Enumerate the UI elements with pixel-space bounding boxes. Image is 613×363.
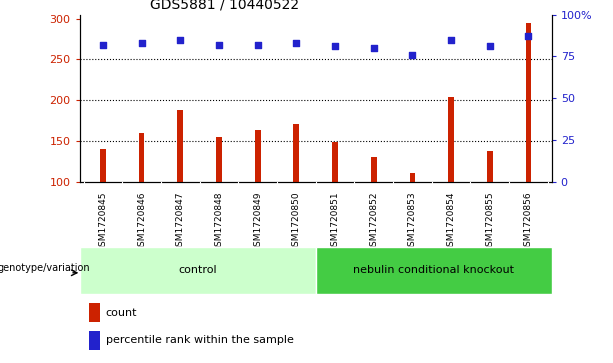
Point — [214, 42, 224, 48]
Text: control: control — [178, 265, 217, 276]
Bar — [371, 157, 376, 182]
Text: GSM1720856: GSM1720856 — [524, 191, 533, 252]
Point — [291, 40, 301, 46]
Text: GSM1720851: GSM1720851 — [330, 191, 340, 252]
Bar — [294, 125, 299, 182]
Bar — [139, 132, 145, 182]
Bar — [332, 142, 338, 182]
Text: count: count — [105, 307, 137, 318]
Text: GDS5881 / 10440522: GDS5881 / 10440522 — [151, 0, 300, 12]
Bar — [525, 23, 531, 182]
Point — [98, 42, 108, 48]
Bar — [487, 151, 493, 182]
Text: GSM1720847: GSM1720847 — [176, 191, 185, 252]
Text: GSM1720848: GSM1720848 — [215, 191, 224, 252]
Text: percentile rank within the sample: percentile rank within the sample — [105, 335, 294, 345]
Text: GSM1720849: GSM1720849 — [253, 191, 262, 252]
Text: GSM1720845: GSM1720845 — [99, 191, 107, 252]
Point — [253, 42, 262, 48]
Bar — [448, 97, 454, 182]
Point — [137, 40, 147, 46]
Text: GSM1720846: GSM1720846 — [137, 191, 146, 252]
Text: GSM1720855: GSM1720855 — [485, 191, 494, 252]
Bar — [80, 247, 316, 294]
Point — [408, 52, 417, 57]
Bar — [89, 331, 101, 350]
Bar — [255, 130, 261, 182]
Point — [175, 37, 185, 42]
Text: GSM1720850: GSM1720850 — [292, 191, 301, 252]
Text: genotype/variation: genotype/variation — [0, 263, 90, 273]
Point — [524, 33, 533, 39]
Bar — [100, 149, 106, 182]
Bar — [89, 303, 101, 322]
Point — [485, 43, 495, 49]
Text: GSM1720854: GSM1720854 — [447, 191, 455, 252]
Bar — [216, 137, 222, 182]
Bar — [409, 174, 416, 182]
Point — [330, 43, 340, 49]
Point — [369, 45, 379, 51]
Point — [446, 37, 456, 42]
Text: GSM1720852: GSM1720852 — [369, 191, 378, 252]
Bar — [316, 247, 552, 294]
Text: GSM1720853: GSM1720853 — [408, 191, 417, 252]
Bar — [177, 110, 183, 182]
Text: nebulin conditional knockout: nebulin conditional knockout — [353, 265, 514, 276]
